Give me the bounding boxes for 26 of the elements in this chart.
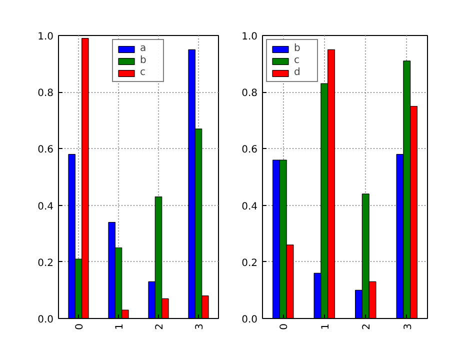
x-tick-label: 0 [279,323,290,330]
y-tick-label: 0.0 [242,314,258,326]
y-tick-label: 0.8 [38,88,54,100]
x-tick-label: 0 [74,323,86,330]
legend-label: b [140,55,148,66]
y-tick-label: 0.6 [38,144,54,156]
y-tick-label: 0.8 [242,88,258,100]
legend-label: c [294,55,300,66]
x-tick-label: 1 [320,323,332,330]
legend-label: a [140,43,148,54]
y-tick-label: 0.2 [242,258,258,269]
y-tick-label: 1.0 [38,32,54,42]
y-tick-label: 0.4 [38,201,54,212]
y-tick-label: 1.0 [242,32,258,42]
x-tick-label: 2 [154,323,166,330]
x-tick-label: 3 [402,323,414,330]
x-tick-label: 3 [194,323,206,330]
y-tick-label: 0.2 [38,258,54,269]
y-tick-label: 0.4 [242,201,258,212]
x-tick-label: 2 [362,323,373,330]
y-tick-label: 0.6 [242,144,258,156]
legend-label: d [294,67,302,78]
legend-label: b [294,43,302,54]
legend-label: c [140,67,146,78]
y-tick-label: 0.0 [38,314,54,326]
x-tick-label: 1 [114,323,126,330]
